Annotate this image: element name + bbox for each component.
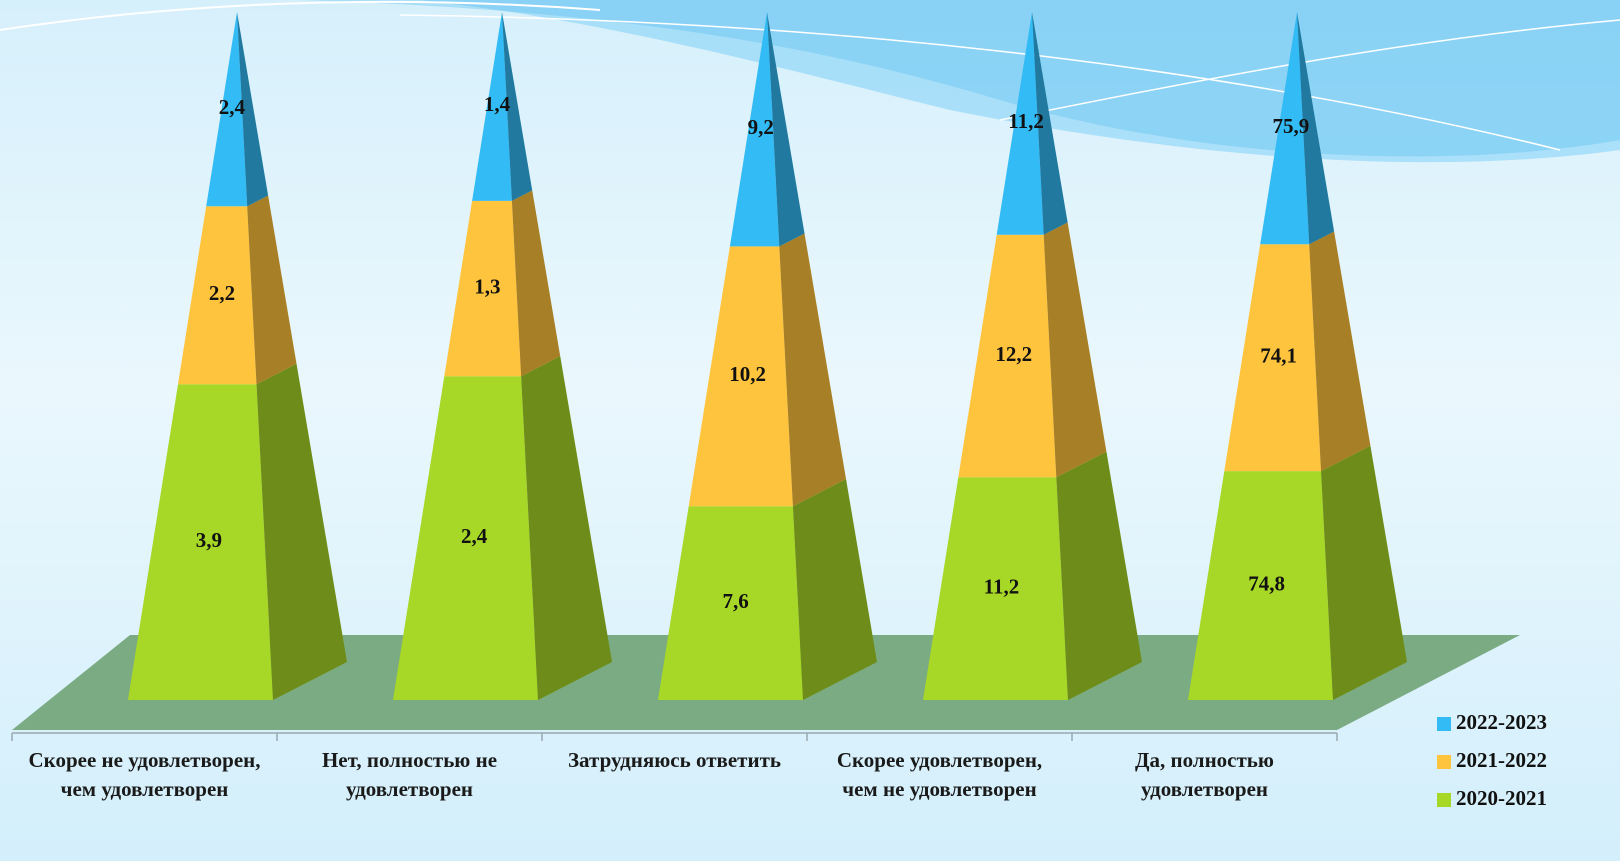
x-tick-label: Затрудняюсь ответить [567,748,782,772]
side-shade [779,233,846,507]
side-shade [247,195,297,385]
pyramid-segment-side [1309,231,1371,472]
pyramid-segment [393,376,538,700]
pyramid-segment-side [247,195,297,385]
pyramid-segment-side [1032,12,1068,235]
data-label: 10,2 [729,362,766,386]
legend-swatch [1437,793,1451,807]
data-label: 2,4 [219,95,246,119]
data-label: 11,2 [1008,109,1044,133]
pyramid-segment-side [237,12,269,207]
pyramid-segment [1188,471,1333,700]
side-shade [1297,12,1335,245]
data-label: 1,4 [484,92,511,116]
pyramid-segment [206,12,248,207]
pyramid-segment-side [779,233,846,507]
pyramid-segment [444,200,522,377]
legend-label: 2020-2021 [1456,786,1547,810]
x-tick-label: Скорее не удовлетворен, чем удовлетворен [28,748,261,801]
data-label: 9,2 [748,115,774,139]
decor-wave [0,0,1620,163]
data-label: 75,9 [1272,114,1309,138]
pyramid-segment-side [511,190,561,377]
pyramid-segment [996,12,1044,235]
pyramid-segment-side [1321,445,1407,700]
legend-label: 2021-2022 [1456,748,1547,772]
pyramid-segment-side [792,479,877,700]
side-shade [237,12,269,207]
pyramid-segment-side [1297,12,1335,245]
pyramid-segment-side [767,12,805,247]
pyramid-segment [923,477,1068,700]
x-tick-label: Да, полностью удовлетворен [1135,748,1274,801]
pyramid-segment [472,12,512,201]
data-label: 3,9 [196,528,222,552]
pyramid-segment [128,384,273,700]
pyramid-segment [1224,244,1321,472]
side-shade [1309,231,1371,472]
data-label: 1,3 [474,274,500,298]
pyramid-segment [688,246,793,507]
data-label: 74,1 [1260,343,1297,367]
side-shade [1056,451,1142,700]
side-shade [1032,12,1068,235]
data-label: 12,2 [995,342,1032,366]
pyramid-segment-side [521,356,612,700]
data-label: 74,8 [1248,571,1285,595]
side-shade [1321,445,1407,700]
x-tick-label: Нет, полностью не удовлетворен [321,748,498,801]
data-label: 2,2 [209,281,235,305]
side-shade [767,12,805,247]
data-label: 7,6 [723,589,749,613]
decor-line [399,14,1561,151]
decor-line [0,0,601,31]
legend-swatch [1437,717,1451,731]
data-label: 2,4 [461,524,488,548]
pyramid-segment [658,506,803,700]
pyramid-segment-side [1043,222,1107,478]
side-shade [256,363,347,700]
pyramid-segment [178,206,257,385]
pyramid-segment [1260,12,1310,245]
side-shade [502,12,533,201]
side-shade [1043,222,1107,478]
pyramid-segment-side [502,12,533,201]
side-shade [511,190,561,377]
legend-swatch [1437,755,1451,769]
pyramid-segment [729,12,780,247]
pyramid-segment [958,234,1057,478]
x-tick-label: Скорее удовлетворен, чем не удовлетворен [836,748,1043,801]
pyramid-segment-side [1056,451,1142,700]
legend-label: 2022-2023 [1456,710,1547,734]
pyramid-segment-side [256,363,347,700]
side-shade [792,479,877,700]
data-label: 11,2 [984,574,1020,598]
side-shade [521,356,612,700]
